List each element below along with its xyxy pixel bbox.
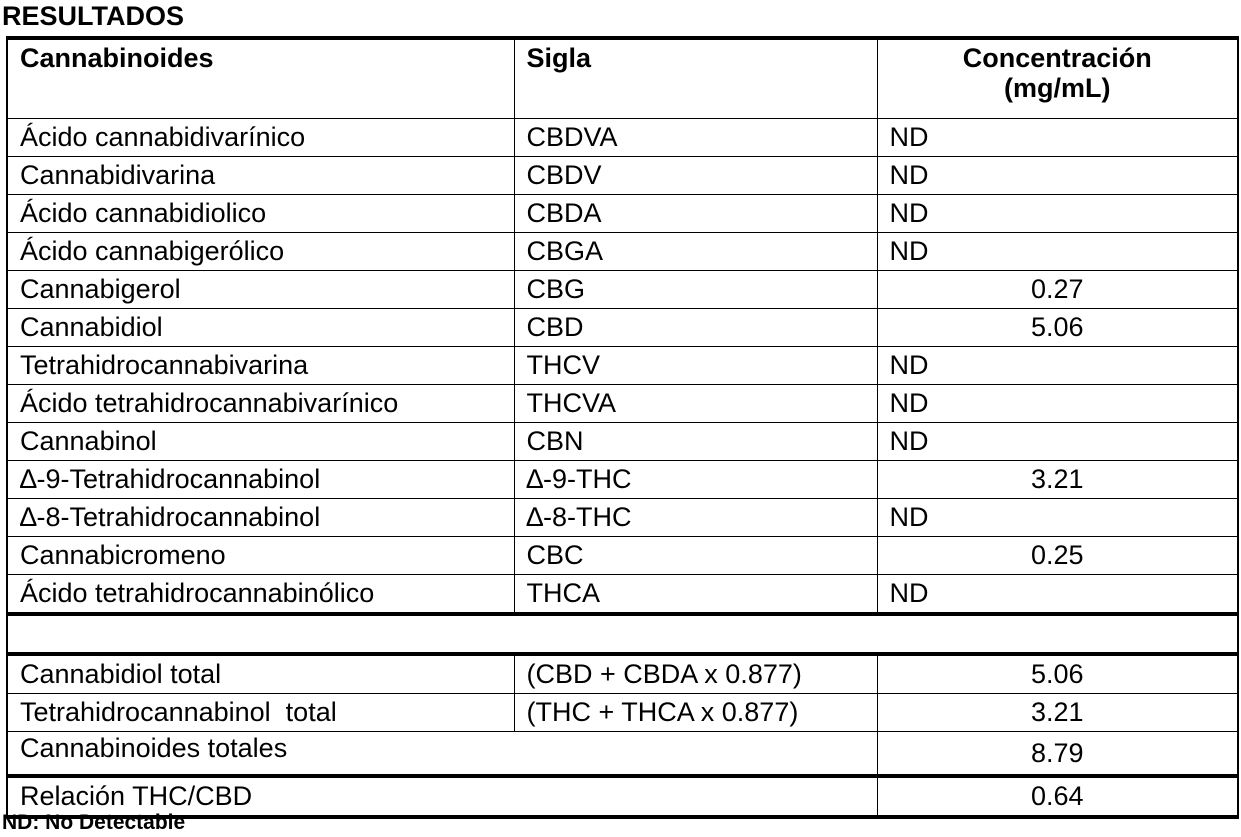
cannabinoid-name: Tetrahidrocannabivarina [6,346,515,385]
cannabinoid-sigla: CBGA [513,232,878,271]
table-row-thc-total: Tetrahidrocannabinol total (THC + THCA x… [6,693,1239,732]
cannabinoid-sigla: CBG [513,270,878,309]
table-row: Tetrahidrocannabivarina THCV ND [6,346,1239,385]
cannabinoids-total-name: Cannabinoides totales [6,731,878,777]
cannabinoid-concentration: 0.27 [876,270,1239,309]
cbd-total-formula: (CBD + CBDA x 0.877) [513,652,878,694]
table-row: Cannabicromeno CBC 0.25 [6,536,1239,575]
cannabinoid-name: Ácido cannabigerólico [6,232,515,271]
cannabinoid-concentration: ND [876,156,1239,195]
cannabinoid-concentration: ND [876,498,1239,537]
cannabinoid-sigla: CBN [513,422,878,461]
table-header-row: Cannabinoides Sigla Concentración (mg/mL… [6,37,1239,119]
table-row: Cannabinol CBN ND [6,422,1239,461]
cannabinoid-name: Cannabicromeno [6,536,515,575]
cannabinoid-concentration: ND [876,422,1239,461]
thc-total-name: Tetrahidrocannabinol total [6,693,515,732]
table-row: Ácido cannabidivarínico CBDVA ND [6,118,1239,157]
table-row: Cannabigerol CBG 0.27 [6,270,1239,309]
totals-section: Cannabidiol total (CBD + CBDA x 0.877) 5… [6,612,1239,818]
table-row: Ácido tetrahidrocannabivarínico THCVA ND [6,384,1239,423]
cannabinoid-concentration: ND [876,232,1239,271]
cannabinoid-concentration: 5.06 [876,308,1239,347]
header-concentracion: Concentración (mg/mL) [876,37,1239,119]
cannabinoid-sigla: THCV [513,346,878,385]
thc-total-formula: (THC + THCA x 0.877) [513,693,878,732]
cannabinoid-concentration: ND [876,118,1239,157]
cannabinoid-name: Ácido tetrahidrocannabivarínico [6,384,515,423]
cbd-total-value: 5.06 [876,652,1239,694]
table-row: Cannabidiol CBD 5.06 [6,308,1239,347]
table-row-cbd-total: Cannabidiol total (CBD + CBDA x 0.877) 5… [6,652,1239,694]
cannabinoid-name: Ácido tetrahidrocannabinólico [6,574,515,615]
blank-cell [6,612,1239,655]
cannabinoid-sigla: ∆-9-THC [513,460,878,499]
cannabinoid-sigla: ∆-8-THC [513,498,878,537]
table-row: ∆-8-Tetrahidrocannabinol ∆-8-THC ND [6,498,1239,537]
footnote: ND: No Detectable [2,811,186,834]
table-row-ratio: Relación THC/CBD 0.64 [6,774,1239,818]
cannabinoid-name: Ácido cannabidiolico [6,194,515,233]
blank-separator-row [6,612,1239,655]
table-row-cannabinoids-total: Cannabinoides totales 8.79 [6,731,1239,777]
table-row: Ácido tetrahidrocannabinólico THCA ND [6,574,1239,615]
header-cannabinoides: Cannabinoides [6,37,515,119]
cannabinoid-name: Cannabinol [6,422,515,461]
cannabinoid-sigla: THCA [513,574,878,615]
header-concentracion-label: Concentración [962,43,1152,73]
cannabinoid-sigla: CBD [513,308,878,347]
ratio-name: Relación THC/CBD [6,774,878,818]
cannabinoid-name: ∆-8-Tetrahidrocannabinol [6,498,515,537]
header-concentracion-unit: (mg/mL) [1004,73,1111,103]
table-row: Ácido cannabidiolico CBDA ND [6,194,1239,233]
results-rows: Ácido cannabidivarínico CBDVA ND Cannabidiv… [6,118,1239,615]
cannabinoid-concentration: ND [876,194,1239,233]
cannabinoid-name: Cannabidivarina [6,156,515,195]
table-row: ∆-9-Tetrahidrocannabinol ∆-9-THC 3.21 [6,460,1239,499]
cannabinoid-sigla: CBDV [513,156,878,195]
results-table: Cannabinoides Sigla Concentración (mg/mL… [6,36,1239,819]
cannabinoid-sigla: CBDVA [513,118,878,157]
cannabinoid-concentration: 3.21 [876,460,1239,499]
cbd-total-name: Cannabidiol total [6,652,515,694]
cannabinoid-name: ∆-9-Tetrahidrocannabinol [6,460,515,499]
cannabinoids-total-value: 8.79 [876,731,1239,777]
cannabinoid-name: Cannabidiol [6,308,515,347]
cannabinoid-sigla: THCVA [513,384,878,423]
cannabinoid-concentration: 0.25 [876,536,1239,575]
table-row: Ácido cannabigerólico CBGA ND [6,232,1239,271]
cannabinoid-concentration: ND [876,574,1239,615]
cannabinoid-concentration: ND [876,346,1239,385]
cannabinoid-name: Ácido cannabidivarínico [6,118,515,157]
cannabinoid-sigla: CBC [513,536,878,575]
cannabinoid-concentration: ND [876,384,1239,423]
table-row: Cannabidivarina CBDV ND [6,156,1239,195]
thc-total-value: 3.21 [876,693,1239,732]
cannabinoid-sigla: CBDA [513,194,878,233]
page-title: RESULTADOS [2,1,184,31]
ratio-value: 0.64 [876,774,1239,818]
header-sigla: Sigla [513,37,878,119]
cannabinoid-name: Cannabigerol [6,270,515,309]
